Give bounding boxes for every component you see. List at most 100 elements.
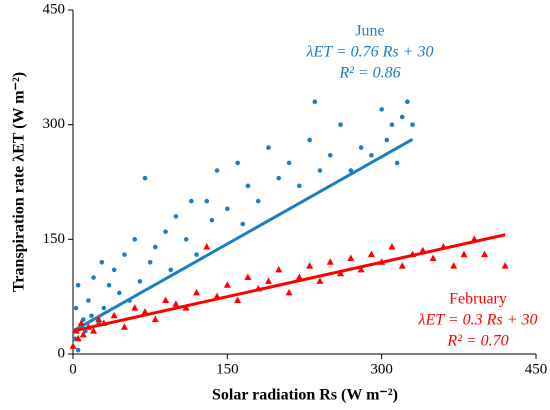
- point: [347, 254, 355, 261]
- point: [131, 304, 139, 311]
- y-axis-label: Transpiration rate λET (W m⁻²): [11, 72, 28, 292]
- point: [481, 250, 489, 258]
- annotation: λET = 0.3 Rs + 30: [418, 312, 538, 329]
- point: [151, 315, 159, 323]
- point: [234, 296, 242, 303]
- point: [240, 221, 246, 227]
- point: [163, 229, 168, 234]
- point: [384, 137, 390, 143]
- point: [91, 275, 96, 280]
- point: [286, 160, 292, 166]
- point: [388, 242, 396, 250]
- point: [111, 267, 117, 273]
- point: [326, 258, 334, 265]
- y-tick-label: 300: [43, 116, 66, 132]
- point: [405, 99, 410, 105]
- point: [204, 198, 210, 204]
- y-tick-label: 0: [58, 345, 66, 361]
- point: [295, 273, 303, 281]
- point: [245, 183, 251, 189]
- x-tick-label: 150: [216, 361, 239, 377]
- point: [367, 250, 375, 258]
- point: [79, 330, 87, 338]
- point: [327, 152, 333, 158]
- point: [235, 160, 240, 166]
- point: [162, 296, 170, 303]
- x-tick-label: 450: [525, 361, 548, 377]
- point: [348, 168, 354, 173]
- annotation: R² = 0.86: [338, 65, 400, 82]
- point: [379, 107, 384, 112]
- point: [74, 334, 82, 342]
- annotation-name: February: [449, 291, 507, 308]
- point: [501, 262, 509, 269]
- point: [266, 145, 271, 150]
- point: [285, 288, 293, 296]
- point: [90, 327, 98, 334]
- y-tick-label: 450: [43, 1, 66, 17]
- point: [389, 122, 395, 127]
- point: [450, 262, 458, 269]
- trend-line: [72, 233, 506, 333]
- point: [189, 198, 194, 204]
- point: [312, 99, 318, 105]
- x-tick-label: 0: [69, 361, 77, 377]
- point: [137, 279, 143, 284]
- point: [194, 252, 199, 257]
- point: [275, 265, 283, 273]
- point: [106, 282, 112, 288]
- point: [75, 282, 81, 288]
- point: [183, 237, 189, 242]
- trend-line: [72, 138, 414, 333]
- point: [192, 288, 200, 296]
- point: [147, 259, 153, 265]
- point: [357, 265, 365, 273]
- point: [399, 114, 405, 120]
- point: [86, 298, 91, 303]
- point: [153, 244, 158, 250]
- point: [398, 262, 406, 269]
- point: [101, 305, 107, 311]
- annotation: R² = 0.70: [446, 333, 508, 350]
- point: [209, 217, 215, 223]
- annotation: λET = 0.76 Rs + 30: [306, 44, 434, 61]
- point: [120, 323, 128, 330]
- point: [77, 319, 85, 326]
- point: [89, 313, 94, 319]
- point: [110, 311, 118, 319]
- point: [307, 137, 312, 143]
- x-axis-label: Solar radiation Rs (W m⁻²): [212, 387, 398, 404]
- point: [338, 122, 343, 127]
- annotation-name: June: [355, 23, 384, 40]
- point: [122, 252, 127, 257]
- point: [168, 267, 174, 273]
- point: [182, 304, 190, 311]
- point: [264, 277, 272, 284]
- point: [225, 206, 230, 212]
- point: [203, 242, 211, 250]
- point: [244, 273, 252, 281]
- x-tick-label: 300: [370, 361, 393, 377]
- point: [73, 305, 79, 311]
- point: [316, 277, 324, 284]
- point: [142, 175, 148, 181]
- point: [306, 262, 314, 269]
- point: [276, 175, 282, 181]
- point: [95, 315, 103, 323]
- point: [358, 145, 364, 150]
- point: [214, 168, 220, 173]
- point: [369, 152, 374, 158]
- point: [132, 237, 138, 242]
- point: [69, 342, 77, 349]
- point: [297, 183, 302, 189]
- point: [172, 300, 180, 307]
- y-tick-label: 150: [43, 231, 66, 247]
- point: [410, 122, 415, 127]
- point: [460, 250, 468, 258]
- point: [117, 290, 122, 296]
- point: [75, 347, 81, 353]
- point: [255, 198, 261, 204]
- point: [80, 317, 86, 322]
- point: [317, 168, 323, 173]
